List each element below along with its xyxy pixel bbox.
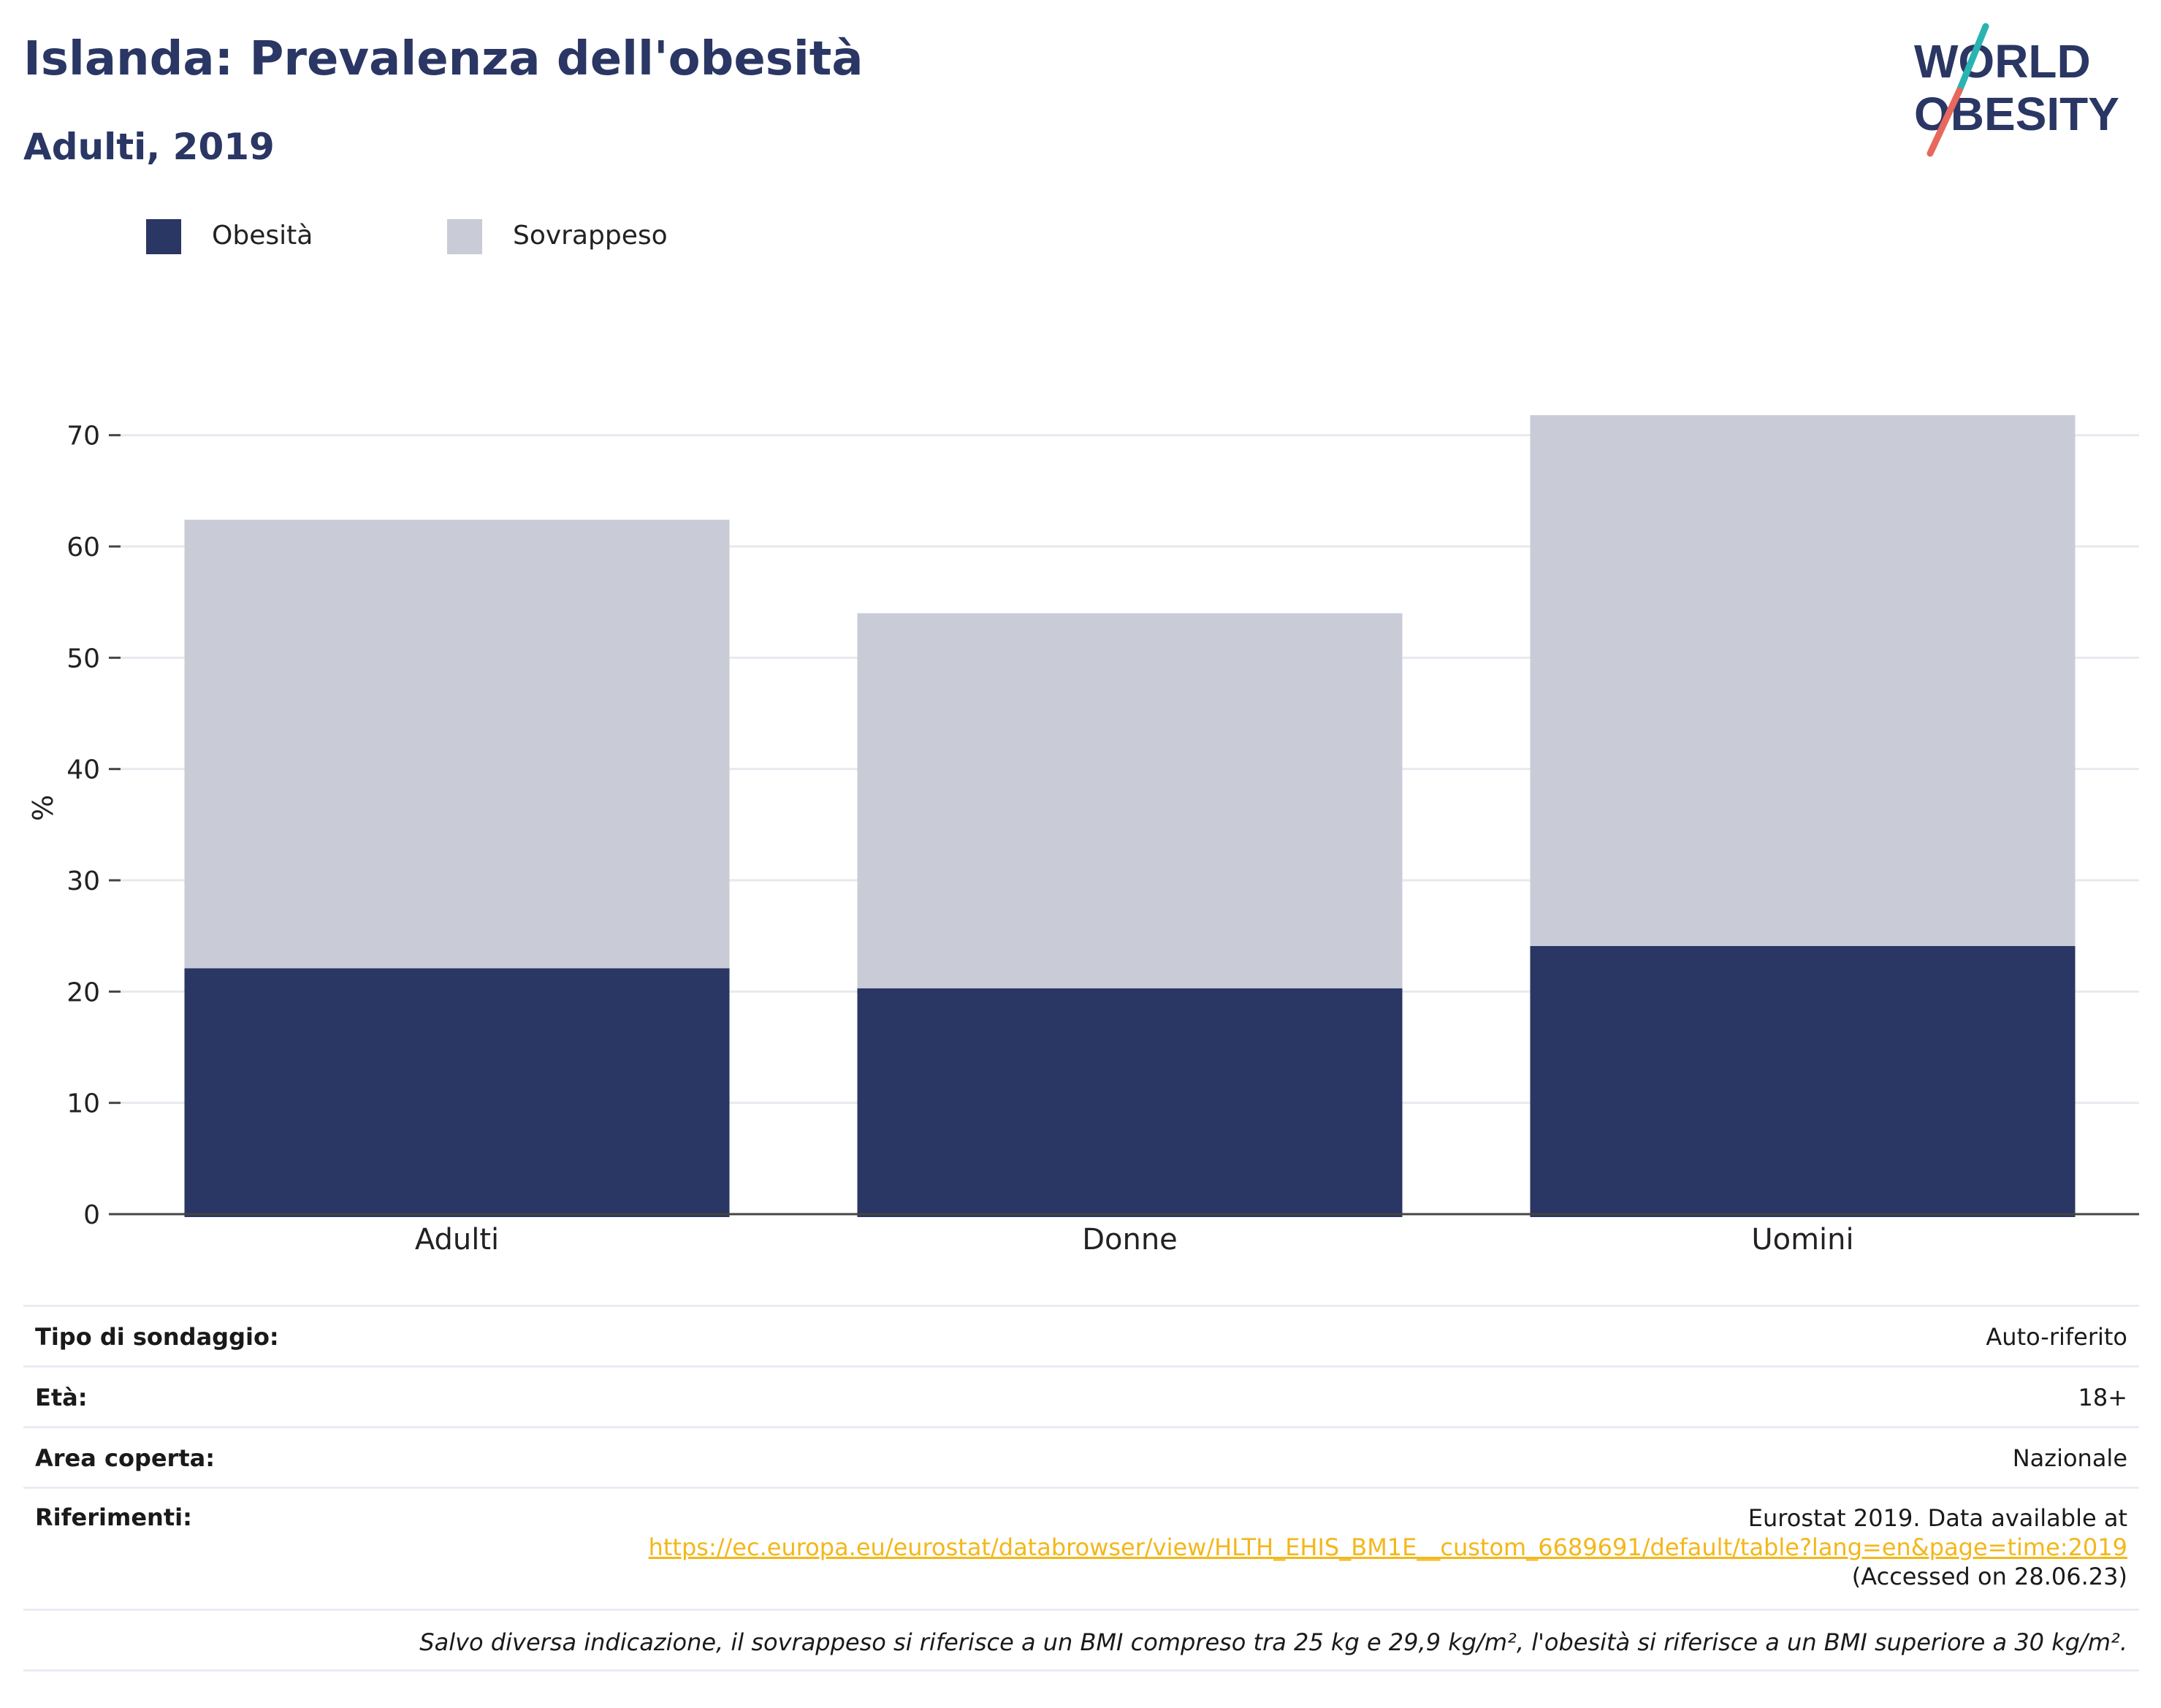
- info-row-age: Età: 18+: [23, 1365, 2139, 1426]
- y-tick-label: 40: [66, 755, 100, 785]
- survey-label: Tipo di sondaggio:: [35, 1323, 279, 1351]
- y-tick-label: 0: [83, 1200, 100, 1230]
- bar-overweight-adulti: [184, 519, 730, 969]
- reference-link[interactable]: https://ec.europa.eu/eurostat/databrowse…: [648, 1533, 2127, 1561]
- legend-label-obesity: Obesità: [212, 221, 313, 251]
- y-axis-label: %: [27, 795, 59, 821]
- info-row-note: Salvo diversa indicazione, il sovrappeso…: [23, 1609, 2139, 1671]
- logo-slash-top: [1956, 23, 1989, 94]
- y-tick-label: 30: [66, 866, 100, 896]
- logo-line2: OBESITY: [1914, 88, 2119, 140]
- bar-chart: 0 10 20 30 40 50 60 70% Adulti Donne Uomini: [27, 415, 2139, 1257]
- bar-obesity-donne: [857, 988, 1403, 1217]
- area-value: Nazionale: [2012, 1444, 2127, 1472]
- y-tick-label: 50: [66, 644, 100, 674]
- bmi-note: Salvo diversa indicazione, il sovrappeso…: [419, 1628, 2127, 1656]
- reference-source: Eurostat 2019. Data available at: [1748, 1504, 2127, 1532]
- logo-slash-bottom: [1926, 87, 1963, 157]
- chart-title: Islanda: Prevalenza dell'obesità: [23, 32, 864, 86]
- x-tick-label: Adulti: [415, 1223, 499, 1257]
- world-obesity-logo: WORLD OBESITY: [1914, 23, 2119, 157]
- legend-swatch-overweight: [447, 219, 482, 254]
- info-row-survey: Tipo di sondaggio: Auto-riferito: [23, 1305, 2139, 1365]
- y-tick-label: 70: [66, 422, 100, 451]
- x-tick-label: Uomini: [1751, 1223, 1853, 1257]
- y-tick-label: 10: [66, 1089, 100, 1119]
- bar-overweight-donne: [857, 613, 1403, 988]
- area-label: Area coperta:: [35, 1444, 216, 1472]
- references-value: Eurostat 2019. Data available at https:/…: [649, 1503, 2127, 1591]
- info-table: Tipo di sondaggio: Auto-riferito Età: 18…: [23, 1305, 2139, 1671]
- legend-label-overweight: Sovrappeso: [513, 221, 668, 251]
- bar-overweight-uomini: [1530, 415, 2076, 946]
- reference-accessed: (Accessed on 28.06.23): [1851, 1563, 2127, 1590]
- bar-obesity-adulti: [184, 968, 730, 1217]
- info-row-area: Area coperta: Nazionale: [23, 1426, 2139, 1487]
- y-tick-label: 60: [66, 533, 100, 563]
- age-label: Età:: [35, 1384, 88, 1411]
- references-label: Riferimenti:: [35, 1503, 192, 1531]
- survey-value: Auto-riferito: [1986, 1323, 2127, 1351]
- y-tick-label: 20: [66, 977, 100, 1007]
- x-tick-label: Donne: [1082, 1223, 1178, 1257]
- logo-line1: WORLD: [1914, 35, 2091, 88]
- legend-swatch-obesity: [146, 219, 181, 254]
- chart-subtitle: Adulti, 2019: [23, 126, 275, 168]
- bar-obesity-uomini: [1530, 945, 2076, 1217]
- age-value: 18+: [2078, 1384, 2127, 1411]
- info-row-references: Riferimenti: Eurostat 2019. Data availab…: [23, 1487, 2139, 1609]
